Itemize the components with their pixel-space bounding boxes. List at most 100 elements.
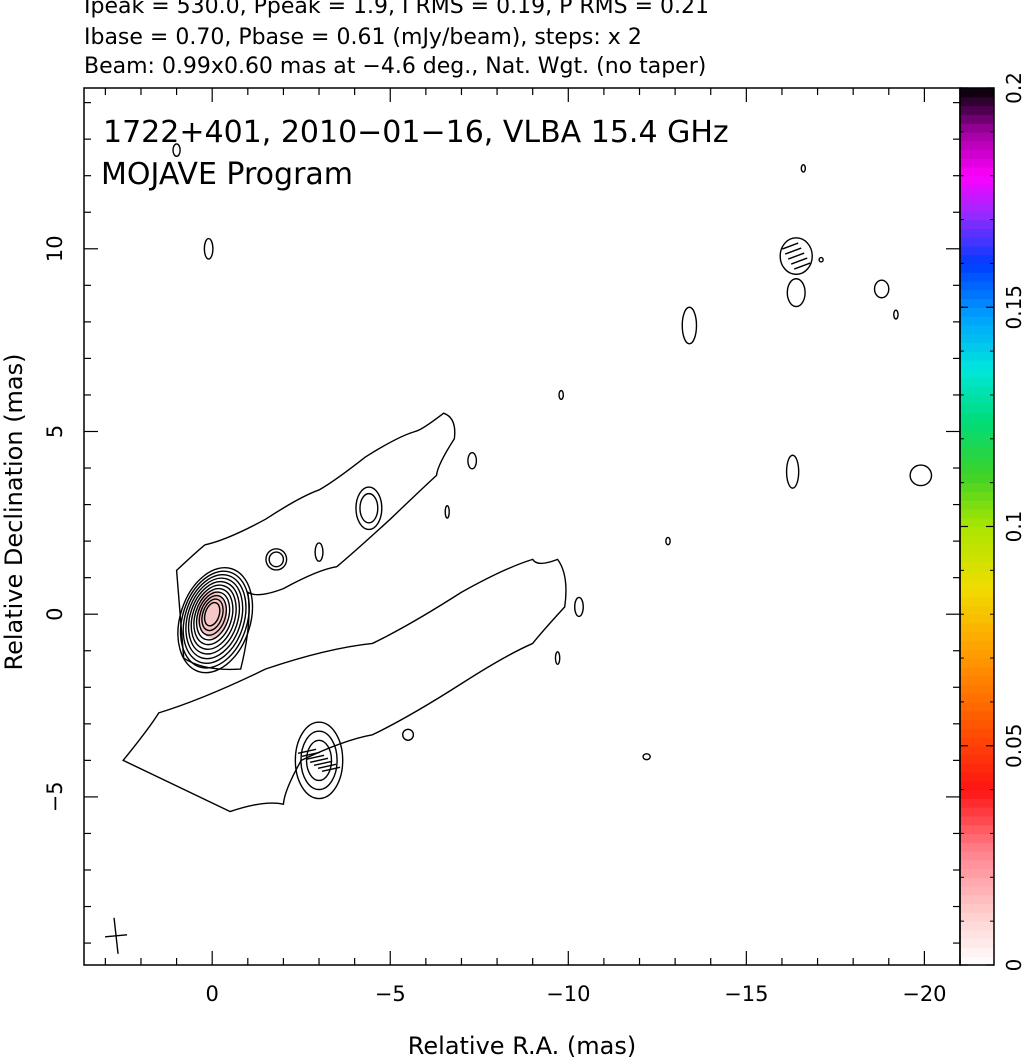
colorbar-band	[960, 412, 994, 422]
colorbar-band	[960, 254, 994, 264]
colorbar-band	[960, 438, 994, 449]
colorbar-band	[960, 544, 994, 554]
colorbar-band	[960, 710, 994, 721]
colorbar-band	[960, 342, 994, 352]
polarization-tick	[790, 257, 808, 265]
colorbar-band	[960, 605, 994, 615]
core-contour	[193, 587, 234, 646]
island-contour	[873, 279, 890, 299]
colorbar-band	[960, 447, 994, 457]
colorbar-band	[960, 675, 994, 685]
colorbar-band	[960, 394, 994, 405]
colorbar-band	[960, 359, 994, 370]
colorbar-band	[960, 184, 994, 194]
colorbar-band	[960, 552, 994, 563]
colorbar-band	[960, 193, 994, 203]
knot-contour	[355, 486, 383, 531]
x-tick-label: −10	[546, 982, 590, 1006]
colorbar-band	[960, 912, 994, 922]
colorbar-band	[960, 684, 994, 694]
header-line-2: Ibase = 0.70, Pbase = 0.61 (mJy/beam), s…	[84, 25, 642, 50]
colorbar-band	[960, 131, 994, 142]
colorbar-band	[960, 561, 994, 571]
colorbar-band	[960, 386, 994, 396]
colorbar-band	[960, 140, 994, 150]
knot-contour	[305, 739, 333, 782]
contour-layer	[104, 143, 933, 954]
beam-minor-axis	[104, 934, 128, 938]
polarization-tick	[309, 757, 329, 764]
island-contour	[574, 596, 584, 618]
colorbar-band	[960, 210, 994, 221]
tick-labels: 0 −5 −10 −15 −20 10 5 0 −5	[43, 235, 947, 1006]
colorbar-band	[960, 123, 994, 133]
colorbar-tick-label: 0.15	[1002, 285, 1022, 330]
y-tick-label: −5	[43, 781, 67, 812]
colorbar-band	[960, 500, 994, 510]
colorbar-band	[960, 596, 994, 607]
colorbar-band	[960, 868, 994, 878]
colorbar-band	[960, 473, 994, 484]
island-contour	[681, 306, 698, 345]
knot-contour	[268, 551, 285, 568]
colorbar-band	[960, 693, 994, 703]
colorbar-band	[960, 245, 994, 256]
island-contour	[785, 454, 800, 489]
island-contour	[203, 237, 214, 260]
colorbar-band	[960, 719, 994, 729]
y-axis-label: Relative Declination (mas)	[0, 353, 28, 670]
island-contour	[558, 389, 565, 401]
polarization-tick	[784, 247, 802, 255]
colorbar-band	[960, 517, 994, 528]
colorbar-band	[960, 728, 994, 738]
colorbar-band	[960, 430, 994, 440]
colorbar: 0 0.05 0.1 0.15 0.2	[959, 72, 1022, 971]
polarization-tick	[781, 242, 799, 250]
x-tick-label: −15	[724, 982, 768, 1006]
core-peak-fill	[197, 590, 228, 639]
island-contour	[818, 256, 824, 263]
colorbar-band	[960, 956, 994, 966]
chart-subtitle: MOJAVE Program	[101, 157, 353, 192]
colorbar-band	[960, 482, 994, 493]
colorbar-band	[960, 351, 994, 361]
island-contour	[467, 451, 478, 470]
colorbar-band	[960, 833, 994, 843]
colorbar-band	[960, 807, 994, 817]
core-contour	[195, 591, 231, 641]
island-contour	[909, 464, 933, 487]
colorbar-band	[960, 649, 994, 659]
core-contour	[179, 570, 250, 669]
colorbar-band	[960, 947, 994, 957]
colorbar-band	[960, 622, 994, 633]
colorbar-band	[960, 421, 994, 431]
x-tick-label: −20	[902, 982, 946, 1006]
colorbar-band	[960, 491, 994, 501]
colorbar-band	[960, 789, 994, 799]
polarization-tick	[313, 760, 333, 767]
island-contour	[402, 728, 415, 741]
colorbar-band	[960, 88, 994, 98]
colorbar-band	[960, 526, 994, 536]
polarization-tick	[317, 763, 337, 770]
colorbar-band	[960, 508, 994, 519]
x-tick-label: 0	[206, 982, 219, 1006]
colorbar-band	[960, 175, 994, 186]
colorbar-band	[960, 465, 994, 475]
colorbar-band	[960, 535, 994, 545]
colorbar-band	[960, 666, 994, 677]
colorbar-band	[960, 280, 994, 291]
colorbar-band	[960, 745, 994, 756]
colorbar-band	[960, 815, 994, 826]
island-contour	[665, 536, 671, 546]
colorbar-band	[960, 202, 994, 212]
chart-title: 1722+401, 2010−01−16, VLBA 15.4 GHz	[103, 115, 729, 150]
core-contour	[185, 577, 244, 660]
colorbar-band	[960, 903, 994, 913]
colorbar-band	[960, 894, 994, 905]
colorbar-band	[960, 798, 994, 808]
header-line-3: Beam: 0.99x0.60 mas at −4.6 deg., Nat. W…	[84, 54, 707, 79]
y-tick-label: 0	[43, 608, 67, 621]
colorbar-band	[960, 886, 994, 896]
